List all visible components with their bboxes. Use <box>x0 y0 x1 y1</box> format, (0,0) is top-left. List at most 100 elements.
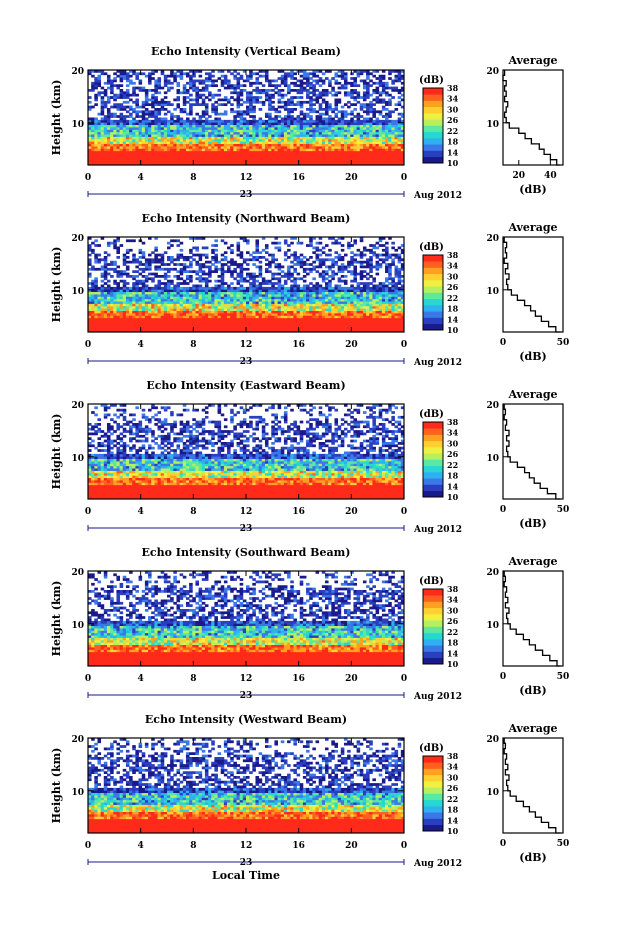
heatmap-cell <box>125 301 130 304</box>
heatmap-cell <box>321 117 326 121</box>
heatmap-cell <box>204 96 209 99</box>
heatmap-cell <box>214 93 218 97</box>
heatmap-cell <box>385 124 389 128</box>
heatmap-cell <box>331 141 335 145</box>
heatmap-cell <box>119 105 124 109</box>
heatmap-cell <box>91 153 95 156</box>
heatmap-cell <box>249 315 253 319</box>
heatmap-cell <box>236 303 241 307</box>
heatmap-cell <box>347 100 351 104</box>
heatmap-cell <box>201 322 206 326</box>
panel-1: Echo Intensity (Vertical Beam)Height (km… <box>50 45 564 201</box>
heatmap-cell <box>94 70 98 73</box>
heatmap-cell <box>135 162 139 166</box>
heatmap-cell <box>366 313 370 316</box>
heatmap-cell <box>397 327 402 331</box>
heatmap-cell <box>132 110 136 114</box>
heatmap-cell <box>312 91 316 95</box>
heatmap-cell <box>230 150 234 154</box>
heatmap-cell <box>261 310 266 314</box>
heatmap-cell <box>385 138 389 142</box>
heatmap-cell <box>135 138 139 142</box>
heatmap-cell <box>258 315 263 319</box>
heatmap-cell <box>242 317 247 321</box>
heatmap-cell <box>277 303 282 307</box>
heatmap-cell <box>148 296 152 300</box>
heatmap-cell <box>375 96 380 99</box>
heatmap-cell <box>173 308 177 312</box>
heatmap-cell <box>100 289 105 293</box>
heatmap-cell <box>359 289 364 293</box>
heatmap-cell <box>242 117 247 121</box>
heatmap-cell <box>119 146 124 149</box>
heatmap-cell <box>103 150 108 154</box>
heatmap-cell <box>356 100 361 104</box>
heatmap-cell <box>252 157 256 161</box>
heatmap-cell <box>182 122 187 126</box>
heatmap-cell <box>268 108 272 111</box>
heatmap-cell <box>94 320 98 323</box>
heatmap-cell <box>258 322 263 326</box>
heatmap-cell <box>151 294 155 297</box>
heatmap-cell <box>381 324 386 328</box>
heatmap-cell <box>100 141 105 145</box>
heatmap-cell <box>388 86 392 90</box>
heatmap-cell <box>293 322 297 326</box>
heatmap-cell <box>103 122 108 126</box>
heatmap-cell <box>163 157 168 161</box>
heatmap-cell <box>223 289 228 293</box>
heatmap-cell <box>264 146 269 149</box>
heatmap-cell <box>214 291 218 295</box>
heatmap-cell <box>296 84 301 88</box>
heatmap-cell <box>261 119 266 123</box>
heatmap-cell <box>179 122 184 126</box>
heatmap-cell <box>400 329 405 333</box>
heatmap-cell <box>182 315 187 319</box>
heatmap-cell <box>366 134 370 137</box>
heatmap-cell <box>157 286 162 290</box>
heatmap-cell <box>230 296 234 300</box>
heatmap-cell <box>119 313 124 316</box>
heatmap-cell <box>299 124 304 128</box>
heatmap-cell <box>309 150 313 154</box>
heatmap-cell <box>385 303 389 307</box>
heatmap-cell <box>356 301 361 304</box>
heatmap-cell <box>239 329 244 333</box>
heatmap-cell <box>287 141 291 145</box>
heatmap-cell <box>201 291 206 295</box>
heatmap-cell <box>157 143 162 147</box>
heatmap-cell <box>233 119 237 123</box>
heatmap-cell <box>378 122 383 126</box>
heatmap-cell <box>144 310 149 314</box>
heatmap-cell <box>283 153 288 156</box>
heatmap-cell <box>88 157 92 161</box>
heatmap-cell <box>366 155 370 159</box>
heatmap-cell <box>277 138 282 142</box>
heatmap-cell <box>290 143 294 147</box>
heatmap-cell <box>154 98 158 102</box>
heatmap-cell <box>94 148 98 152</box>
heatmap-cell <box>217 315 222 319</box>
heatmap-cell <box>176 160 181 164</box>
heatmap-cell <box>125 134 130 137</box>
heatmap-cell <box>113 96 117 99</box>
heatmap-cell <box>264 141 269 145</box>
heatmap-cell <box>362 298 367 302</box>
colorbar-swatch <box>423 119 443 126</box>
heatmap-cell <box>208 124 212 128</box>
heatmap-cell <box>170 308 174 312</box>
heatmap-cell <box>138 81 143 85</box>
heatmap-cell <box>217 89 222 92</box>
heatmap-cell <box>315 129 320 133</box>
heatmap-cell <box>340 308 345 312</box>
heatmap-cell <box>242 289 247 293</box>
heatmap-cell <box>182 110 187 114</box>
heatmap-cell <box>347 134 351 137</box>
heatmap-cell <box>296 138 301 142</box>
heatmap-cell <box>264 93 269 97</box>
heatmap-cell <box>106 160 111 164</box>
heatmap-cell <box>116 301 120 304</box>
heatmap-cell <box>381 122 386 126</box>
heatmap-cell <box>160 286 165 290</box>
heatmap-cell <box>277 327 282 331</box>
